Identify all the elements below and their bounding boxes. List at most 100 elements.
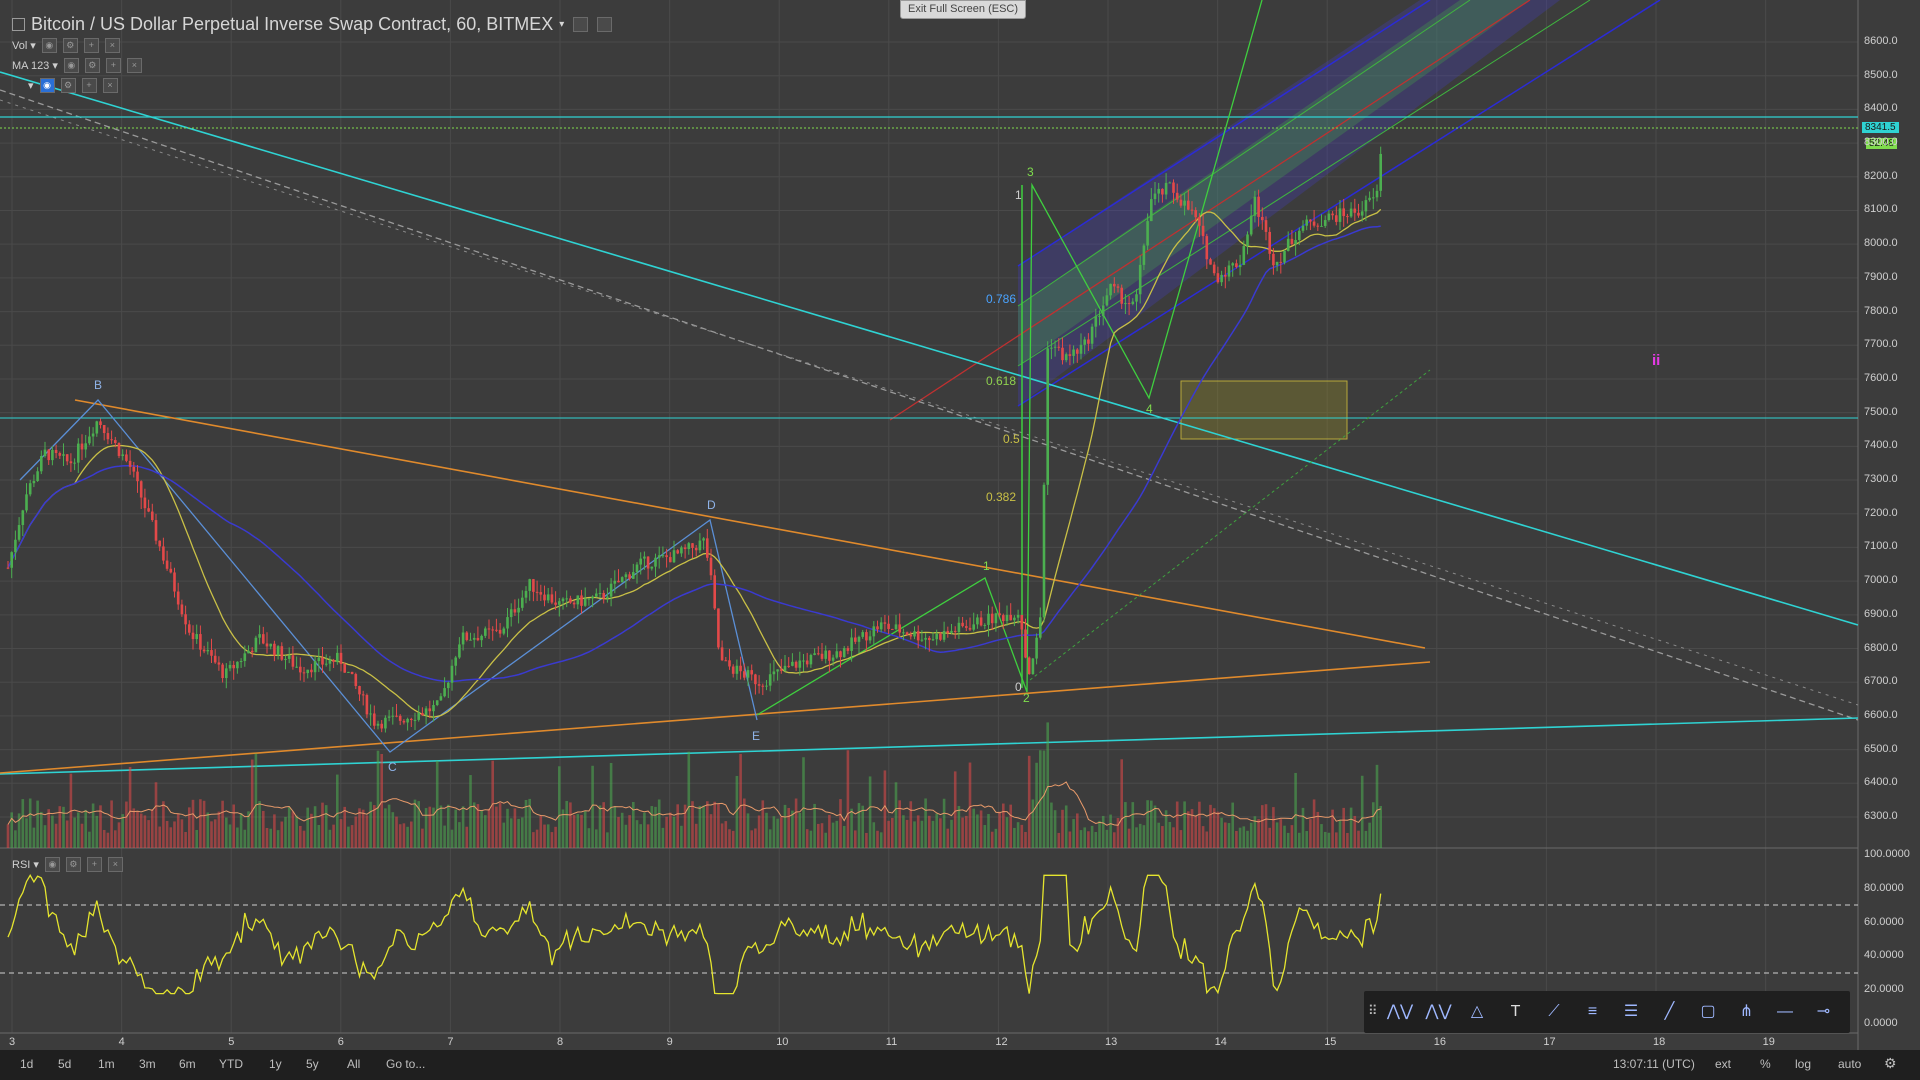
volume-bar (221, 800, 224, 848)
xabcd-pattern-icon[interactable]: ⋀⋁ (1386, 1003, 1414, 1020)
volume-bar (1253, 816, 1257, 848)
eye-icon[interactable]: ◉ (44, 857, 60, 872)
chevron-down-icon[interactable]: ▾ (33, 859, 39, 871)
chevron-down-icon[interactable]: ▾ (28, 80, 34, 92)
exit-fullscreen-button[interactable]: Exit Full Screen (ESC) (900, 0, 1026, 19)
ma-label[interactable]: MA 123 (12, 59, 50, 72)
range-button-5y[interactable]: 5y (306, 1057, 319, 1071)
percent-toggle[interactable]: % (1760, 1057, 1771, 1071)
candle-body (602, 592, 605, 599)
volume-bar (583, 811, 587, 848)
candle-body (169, 568, 173, 573)
close-icon[interactable]: × (104, 38, 120, 53)
orange-upper-line (74, 399, 1426, 649)
close-icon[interactable]: × (102, 78, 118, 93)
candle-body (32, 481, 36, 484)
plus-icon[interactable]: + (105, 58, 121, 73)
auto-toggle[interactable]: auto (1838, 1057, 1862, 1071)
triangle-pattern-icon[interactable]: △ (1470, 1003, 1484, 1020)
fib-retracement-icon[interactable]: ≡ (1587, 1003, 1598, 1020)
trend-line-icon[interactable]: ╱ (1664, 1003, 1675, 1020)
candle-body (110, 439, 113, 441)
plus-icon[interactable]: + (86, 857, 102, 872)
gear-icon[interactable]: ⚙ (1884, 1055, 1897, 1071)
vol-label[interactable]: Vol (12, 39, 28, 52)
plus-icon[interactable]: + (83, 38, 99, 53)
candle-body (291, 655, 295, 667)
chevron-down-icon[interactable]: ▾ (559, 19, 565, 30)
candle-body (972, 624, 975, 630)
volume-bar (765, 812, 768, 848)
volume-bar (731, 830, 735, 848)
gear-icon[interactable]: ⚙ (65, 857, 81, 872)
candle-body (1353, 208, 1357, 213)
candle-body (184, 614, 187, 625)
abcd-pattern-icon[interactable]: ⋀⋁ (1425, 1003, 1452, 1020)
candle-body (987, 613, 990, 625)
fib-channel-icon[interactable]: ☰ (1623, 1003, 1639, 1020)
candle-body (191, 632, 195, 640)
close-icon[interactable] (597, 17, 613, 32)
range-button-all[interactable]: All (347, 1057, 361, 1071)
range-button-5d[interactable]: 5d (58, 1057, 72, 1071)
log-toggle[interactable]: log (1795, 1057, 1812, 1071)
eye-icon[interactable]: ◉ (41, 38, 57, 53)
candle-body (879, 622, 883, 630)
candle-body (180, 604, 184, 615)
range-button-3m[interactable]: 3m (139, 1057, 156, 1071)
goto-button[interactable]: Go to... (386, 1057, 426, 1071)
gear-icon[interactable]: ⚙ (60, 78, 76, 93)
volume-bar (1212, 808, 1216, 848)
text-icon[interactable]: T (1510, 1003, 1521, 1020)
volume-bar (946, 828, 950, 848)
candle-body (1227, 265, 1231, 277)
close-icon[interactable]: × (126, 58, 142, 73)
candle-body (1375, 190, 1379, 198)
candle-body (395, 715, 398, 717)
volume-bar (650, 806, 654, 848)
candle-body (772, 671, 776, 675)
candle-body (51, 449, 54, 461)
chevron-down-icon[interactable]: ▾ (30, 40, 36, 52)
close-icon[interactable]: × (107, 857, 123, 872)
volume-bar (1349, 807, 1353, 848)
horizontal-ray-icon[interactable]: — (1777, 1003, 1793, 1020)
volume-bar (1242, 826, 1246, 848)
eye-icon[interactable]: ◉ (63, 58, 79, 73)
time-tick-label: 18 (1653, 1036, 1666, 1048)
gear-icon[interactable]: ⚙ (84, 58, 100, 73)
range-button-1y[interactable]: 1y (269, 1057, 282, 1071)
volume-bar (1046, 722, 1049, 848)
rsi-label[interactable]: RSI (12, 858, 31, 871)
rectangle-icon[interactable]: ▢ (1700, 1003, 1716, 1020)
volume-bar (1238, 827, 1242, 848)
volume-bar (417, 801, 420, 848)
plus-icon[interactable]: + (81, 78, 97, 93)
candle-body (273, 643, 276, 656)
drag-handle-icon[interactable]: ⠿ (1368, 1003, 1378, 1018)
pitchfork-icon[interactable]: ⋔ (1739, 1003, 1754, 1020)
candle-body (1286, 238, 1290, 251)
eye-icon[interactable]: ◉ (39, 78, 55, 93)
volume-bar (1098, 820, 1101, 848)
settings-icon[interactable] (573, 17, 589, 32)
ext-toggle[interactable]: ext (1715, 1057, 1732, 1071)
volume-bar (813, 803, 816, 848)
collapse-icon[interactable] (12, 18, 25, 31)
range-button-1m[interactable]: 1m (98, 1057, 115, 1071)
range-button-1d[interactable]: 1d (20, 1057, 34, 1071)
candle-body (195, 634, 198, 640)
volume-bar (1231, 802, 1234, 848)
candle-body (428, 708, 432, 712)
candle-body (391, 715, 395, 717)
horizontal-line-icon[interactable]: ⊸ (1816, 1003, 1831, 1020)
chevron-down-icon[interactable]: ▾ (52, 60, 58, 72)
range-button-ytd[interactable]: YTD (219, 1057, 243, 1071)
range-button-6m[interactable]: 6m (179, 1057, 196, 1071)
symbol-title[interactable]: Bitcoin / US Dollar Perpetual Inverse Sw… (31, 14, 554, 34)
candle-body (728, 660, 731, 667)
fib-fan-icon[interactable]: ⟋ (1548, 1003, 1560, 1020)
gear-icon[interactable]: ⚙ (62, 38, 78, 53)
candle-body (665, 555, 668, 558)
